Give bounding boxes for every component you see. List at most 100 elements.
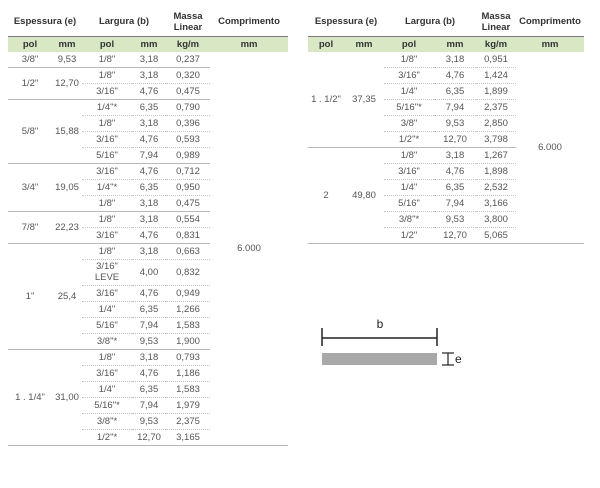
- largura-pol: 1/4"*: [82, 179, 132, 196]
- espessura-pol: 2: [308, 147, 344, 244]
- table-row: 5/16" 7,94 3,166: [308, 195, 584, 212]
- header-largura: Largura (b): [404, 16, 456, 28]
- table-row: 1/4" 6,35 1,583: [8, 381, 288, 398]
- largura-pol: 1/2"*: [82, 429, 132, 446]
- massa-linear: 1,583: [166, 381, 211, 398]
- largura-pol: 1/8": [82, 243, 132, 260]
- massa-linear: 0,950: [166, 179, 211, 196]
- subheader-kgm: kg/m: [476, 35, 517, 52]
- massa-linear: 0,831: [166, 227, 211, 244]
- table-row: 3/16" 4,76 0,593: [8, 131, 288, 148]
- label-b: b: [377, 317, 384, 331]
- largura-pol: 3/8"*: [82, 333, 132, 350]
- largura-mm: 4,76: [132, 365, 167, 382]
- header-comprimento: Comprimento: [519, 16, 581, 28]
- table-row: 1/4" 6,35 2,532: [308, 179, 584, 196]
- subheader-pol: pol: [82, 35, 132, 52]
- largura-pol: 1/8": [82, 51, 132, 68]
- label-e: e: [455, 352, 462, 366]
- largura-mm: 4,76: [132, 227, 167, 244]
- header-massa: Massa Linear: [173, 10, 203, 33]
- header-espessura: Espessura (e): [13, 16, 77, 28]
- table-row: 1/2"* 12,70 3,165: [8, 429, 288, 446]
- massa-linear: 0,475: [166, 195, 211, 212]
- espessura-mm: 22,23: [52, 211, 82, 244]
- massa-linear: 1,266: [166, 301, 211, 318]
- massa-linear: 1,898: [476, 163, 517, 180]
- largura-mm: 7,94: [132, 397, 167, 414]
- espessura-mm: 37,35: [344, 51, 384, 148]
- subheader-kgm: kg/m: [166, 35, 211, 52]
- massa-linear: 1,267: [476, 147, 517, 164]
- massa-linear: 0,793: [166, 349, 211, 366]
- massa-linear: 0,663: [166, 243, 211, 260]
- table-row: 7/8" 22,23 1/8" 3,18 0,554: [8, 211, 288, 244]
- largura-mm: 3,18: [434, 51, 477, 68]
- espessura-pol: 3/4": [8, 163, 52, 212]
- largura-pol: 1/4": [384, 179, 434, 196]
- largura-pol: 3/8": [384, 115, 434, 132]
- massa-linear: 1,900: [166, 333, 211, 350]
- flat-bar-shape: [322, 353, 437, 365]
- table-row: 3/16" 4,76 0,475: [8, 83, 288, 100]
- header-comprimento: Comprimento: [218, 16, 280, 28]
- espessura-pol: 1 . 1/2": [308, 51, 344, 148]
- largura-pol: 1/2"*: [384, 131, 434, 148]
- largura-mm: 3,18: [132, 115, 167, 132]
- largura-mm: 7,94: [434, 195, 477, 212]
- largura-pol: 5/16": [82, 317, 132, 334]
- espessura-pol: 1 . 1/4": [8, 349, 52, 446]
- largura-mm: 3,18: [132, 67, 167, 84]
- largura-mm: 6,35: [132, 179, 167, 196]
- largura-mm: 4,76: [132, 163, 167, 180]
- largura-mm: 6,35: [132, 301, 167, 318]
- massa-linear: 0,396: [166, 115, 211, 132]
- table-row: 3/16" LEVE 4,00 0,832: [8, 259, 288, 286]
- massa-linear: 2,375: [166, 413, 211, 430]
- subheader-mm: mm: [344, 35, 384, 52]
- massa-linear: 0,320: [166, 67, 211, 84]
- largura-mm: 9,53: [132, 333, 167, 350]
- largura-pol: 1/8": [82, 349, 132, 366]
- largura-pol: 3/16": [82, 163, 132, 180]
- massa-linear: 3,166: [476, 195, 517, 212]
- espessura-mm: 12,70: [52, 67, 82, 100]
- massa-linear: 3,800: [476, 211, 517, 228]
- massa-linear: 5,065: [476, 227, 517, 244]
- largura-mm: 6,35: [132, 99, 167, 116]
- massa-linear: 0,832: [166, 259, 211, 286]
- largura-pol: 3/8"*: [384, 211, 434, 228]
- table-row: 2 49,80 1/8" 3,18 1,267: [308, 147, 584, 244]
- largura-mm: 3,18: [434, 147, 477, 164]
- table-row: 3/8" 9,53 2,850: [308, 115, 584, 132]
- subheader-mm: mm: [52, 35, 82, 52]
- largura-pol: 3/8"*: [82, 413, 132, 430]
- table-row: 1" 25,4 1/8" 3,18 0,663: [8, 243, 288, 350]
- massa-linear: 0,554: [166, 211, 211, 228]
- table-row: 3/16" 4,76 1,898: [308, 163, 584, 180]
- massa-linear: 3,165: [166, 429, 211, 446]
- table-row: 1/4"* 6,35 0,950: [8, 179, 288, 196]
- massa-linear: 1,979: [166, 397, 211, 414]
- largura-pol: 1/8": [82, 211, 132, 228]
- table-row: 3/4" 19,05 3/16" 4,76 0,712: [8, 163, 288, 212]
- espessura-pol: 5/8": [8, 99, 52, 164]
- largura-mm: 4,76: [434, 67, 477, 84]
- largura-mm: 3,18: [132, 211, 167, 228]
- massa-linear: 0,951: [476, 51, 517, 68]
- massa-linear: 0,949: [166, 285, 211, 302]
- largura-pol: 1/4": [82, 381, 132, 398]
- subheader-mm: mm: [516, 35, 585, 52]
- largura-pol: 1/8": [82, 195, 132, 212]
- espessura-mm: 9,53: [52, 51, 82, 68]
- subheader-pol: pol: [308, 35, 344, 52]
- subheader-pol: pol: [8, 35, 52, 52]
- table-row: 5/16"* 7,94 1,979: [8, 397, 288, 414]
- massa-linear: 1,899: [476, 83, 517, 100]
- table-row: 3/8" 9,53 1/8" 3,18 0,237 6.000: [8, 51, 289, 446]
- right-spec-table: Espessura (e) Largura (b) Massa Linear Co…: [308, 8, 585, 244]
- largura-pol: 5/16": [82, 147, 132, 164]
- largura-pol: 1/8": [384, 147, 434, 164]
- table-row: 1/2" 12,70 1/8" 3,18 0,320: [8, 67, 288, 100]
- massa-linear: 0,237: [166, 51, 211, 68]
